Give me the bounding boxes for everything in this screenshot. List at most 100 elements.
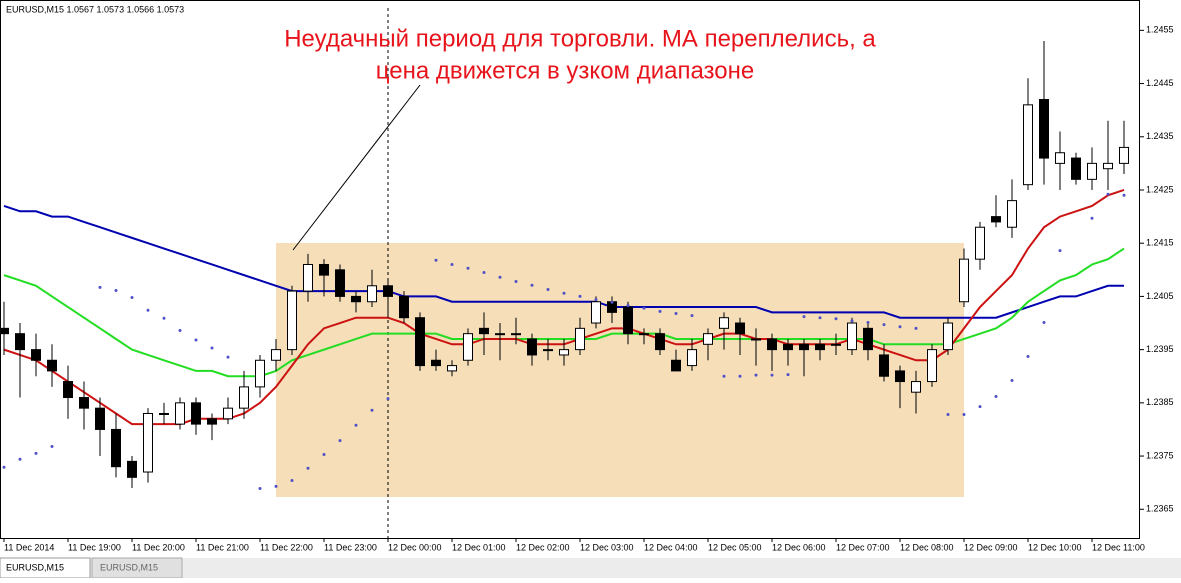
candle-body bbox=[495, 333, 505, 336]
sar-dot bbox=[1010, 378, 1014, 382]
annotation: Неудачный период для торговли. МА перепл… bbox=[284, 25, 876, 52]
y-tick-label: 1.2415 bbox=[1146, 238, 1174, 248]
x-tick-label: 12 Dec 01:00 bbox=[452, 542, 506, 552]
sar-dot bbox=[322, 452, 326, 456]
x-tick-label: 11 Dec 22:00 bbox=[260, 542, 313, 552]
annotation: цена движется в узком диапазоне bbox=[376, 57, 754, 84]
sar-dot bbox=[770, 373, 774, 377]
candle-body bbox=[543, 349, 553, 352]
sar-dot bbox=[1042, 320, 1046, 324]
y-tick-label: 1.2405 bbox=[1146, 291, 1174, 301]
x-tick-label: 12 Dec 04:00 bbox=[644, 542, 698, 552]
x-tick-label: 12 Dec 06:00 bbox=[772, 542, 826, 552]
sar-dot bbox=[626, 303, 630, 307]
y-tick-label: 1.2365 bbox=[1146, 504, 1174, 514]
sar-dot bbox=[482, 270, 486, 274]
candle-body bbox=[271, 349, 281, 361]
candle-body bbox=[207, 418, 217, 425]
sar-dot bbox=[178, 328, 182, 332]
candle-body bbox=[815, 343, 825, 351]
sar-dot bbox=[898, 325, 902, 329]
sar-dot bbox=[1026, 355, 1030, 359]
candle-body bbox=[351, 295, 361, 303]
x-tick-label: 12 Dec 10:00 bbox=[1028, 542, 1082, 552]
sar-dot bbox=[194, 338, 198, 342]
sar-dot bbox=[130, 295, 134, 299]
sar-dot bbox=[450, 262, 454, 266]
sar-dot bbox=[674, 311, 678, 315]
sar-dot bbox=[562, 291, 566, 295]
candle-body bbox=[927, 349, 937, 383]
y-tick-label: 1.2445 bbox=[1146, 78, 1174, 88]
sar-dot bbox=[802, 315, 806, 319]
candle-body bbox=[191, 402, 201, 425]
y-tick-label: 1.2375 bbox=[1146, 450, 1174, 460]
sar-dot bbox=[786, 373, 790, 377]
sar-dot bbox=[514, 280, 518, 284]
y-tick-label: 1.2395 bbox=[1146, 344, 1174, 354]
candle-body bbox=[687, 349, 697, 367]
sar-dot bbox=[290, 479, 294, 483]
candle-body bbox=[863, 327, 873, 351]
sar-dot bbox=[386, 397, 390, 401]
x-tick-label: 11 Dec 19:00 bbox=[68, 542, 121, 552]
candle-body bbox=[303, 263, 313, 292]
candle-body bbox=[559, 349, 569, 356]
candle-body bbox=[175, 402, 185, 425]
sar-dot bbox=[642, 306, 646, 310]
tab-label[interactable]: EURUSD,M15 bbox=[6, 562, 64, 572]
candle-body bbox=[143, 412, 153, 473]
sar-dot bbox=[34, 451, 38, 455]
x-tick-label: 12 Dec 05:00 bbox=[708, 542, 762, 552]
symbol-info: EURUSD,M15 1.0567 1.0573 1.0566 1.0573 bbox=[6, 4, 184, 14]
candle-body bbox=[287, 290, 297, 351]
candle-body bbox=[751, 338, 761, 341]
x-tick-label: 11 Dec 20:00 bbox=[132, 542, 185, 552]
candle-body bbox=[1103, 162, 1113, 170]
candle-body bbox=[623, 306, 633, 335]
candle-body bbox=[1007, 200, 1017, 228]
candle-body bbox=[399, 295, 409, 319]
x-tick-label: 12 Dec 02:00 bbox=[516, 542, 570, 552]
sar-dot bbox=[978, 405, 982, 409]
sar-dot bbox=[434, 258, 438, 262]
sar-dot bbox=[306, 466, 310, 470]
sar-dot bbox=[658, 309, 662, 313]
sar-dot bbox=[722, 374, 726, 378]
sar-dot bbox=[914, 326, 918, 330]
sar-dot bbox=[210, 346, 214, 350]
sar-dot bbox=[818, 316, 822, 320]
sar-dot bbox=[1106, 192, 1110, 196]
candle-body bbox=[79, 397, 89, 409]
sar-dot bbox=[162, 316, 166, 320]
y-tick-label: 1.2385 bbox=[1146, 397, 1174, 407]
candle-body bbox=[703, 333, 713, 345]
candle-body bbox=[159, 412, 169, 415]
candle-body bbox=[415, 317, 425, 367]
candle-body bbox=[1071, 157, 1081, 180]
candle-body bbox=[95, 407, 105, 430]
sar-dot bbox=[962, 413, 966, 417]
sar-dot bbox=[530, 283, 534, 287]
candle-body bbox=[575, 327, 585, 351]
x-tick-label: 12 Dec 03:00 bbox=[580, 542, 634, 552]
sar-dot bbox=[114, 289, 118, 293]
candle-body bbox=[1119, 146, 1129, 164]
x-tick-label: 11 Dec 21:00 bbox=[196, 542, 249, 552]
candle-body bbox=[1023, 104, 1033, 186]
x-tick-label: 12 Dec 09:00 bbox=[964, 542, 1018, 552]
sar-dot bbox=[258, 487, 262, 491]
candle-body bbox=[511, 333, 521, 336]
sar-dot bbox=[834, 317, 838, 321]
candle-body bbox=[655, 333, 665, 351]
candle-body bbox=[47, 359, 57, 372]
tab-label[interactable]: EURUSD,M15 bbox=[100, 562, 158, 572]
candle-body bbox=[367, 285, 377, 303]
candle-body bbox=[991, 216, 1001, 223]
candle-body bbox=[0, 327, 9, 335]
candle-body bbox=[879, 354, 889, 377]
sar-dot bbox=[578, 294, 582, 298]
candle-body bbox=[1087, 162, 1097, 180]
y-tick-label: 1.2455 bbox=[1146, 25, 1174, 35]
sar-dot bbox=[146, 308, 150, 312]
